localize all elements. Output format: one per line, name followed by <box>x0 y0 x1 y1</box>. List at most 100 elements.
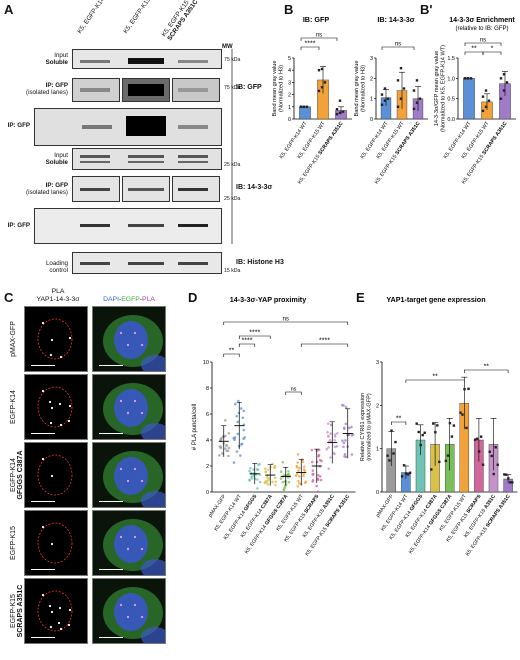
row-label-input2: Input Soluble <box>45 152 68 166</box>
sig-e3: ** <box>483 364 489 371</box>
data-point <box>400 475 404 478</box>
data-point <box>274 480 277 484</box>
data-point <box>344 422 348 426</box>
pla-punctum <box>67 623 71 627</box>
data-point <box>463 387 466 391</box>
data-point <box>406 473 410 476</box>
sig-bp2: * <box>491 46 494 53</box>
ib-gfp-label: IB: GFP <box>236 84 262 91</box>
chart-title: IB: 14-3-3σ <box>377 15 414 24</box>
data-point <box>266 483 270 486</box>
data-point <box>488 450 491 453</box>
row-label-ip1: IP: GFP <box>7 122 30 129</box>
data-point <box>335 444 339 448</box>
data-point <box>224 447 227 450</box>
data-point <box>347 426 351 430</box>
nucleus-dapi <box>114 457 148 495</box>
y-tick-label: 1 <box>370 97 373 103</box>
scale-bar <box>31 636 55 638</box>
data-point <box>452 424 456 427</box>
data-point <box>296 453 300 456</box>
y-axis-label-line: (Normalized to K5, EGFP-K14 WT) <box>441 45 447 132</box>
col-head-merge: DAPI-EGFP-PLA <box>103 296 155 303</box>
data-point <box>335 108 339 111</box>
pla-image <box>24 306 88 372</box>
data-point <box>423 431 426 434</box>
blot-bands <box>80 49 233 265</box>
data-point <box>404 472 408 475</box>
data-point <box>248 469 251 473</box>
bar <box>299 106 311 120</box>
row-label-line: EGFP-K14 <box>10 458 17 492</box>
pla-punctum <box>68 404 72 408</box>
data-point <box>484 89 488 92</box>
data-point <box>237 399 240 403</box>
data-point <box>341 439 344 442</box>
y-tick-label: 6 <box>206 412 209 418</box>
sig-bp1: ** <box>471 46 477 53</box>
data-point <box>388 459 391 462</box>
data-point <box>255 468 259 471</box>
data-point <box>233 436 237 439</box>
x-tick-label-part: A351C <box>483 493 497 510</box>
data-point <box>503 473 506 476</box>
x-tick-label-part: C387A <box>260 493 274 510</box>
pla-punctum <box>126 615 130 619</box>
scale-bar <box>99 636 123 638</box>
kda-75-1: 75 kDa <box>224 57 241 63</box>
data-point <box>350 453 354 456</box>
y-axis-label: Band mean gray value(Normalized to H3) <box>354 61 367 117</box>
sig-e2-line <box>405 379 465 383</box>
data-point <box>448 421 452 425</box>
chart-bprime: 14-3-3σ Enrichment (relative to IB: GFP) 0… <box>434 17 516 184</box>
data-point <box>223 419 227 422</box>
sig-d4-line <box>300 343 349 347</box>
panel-b-letter: B <box>284 2 294 17</box>
data-point <box>299 105 303 108</box>
data-point <box>219 438 223 441</box>
data-point <box>505 473 508 476</box>
data-point <box>438 460 441 464</box>
sig-d5-line <box>285 391 302 395</box>
chart-title: 14-3-3σ Enrichment <box>449 17 515 24</box>
data-point <box>390 429 393 432</box>
kda-75-2: 75 kDa <box>224 85 241 91</box>
data-point <box>240 442 244 446</box>
data-point <box>273 476 277 480</box>
scale-bar <box>99 364 123 366</box>
data-point <box>333 452 336 456</box>
pla-punctum <box>133 603 137 607</box>
sig-b3: ns <box>395 42 401 48</box>
data-point <box>295 465 299 469</box>
data-point <box>267 468 270 471</box>
data-point <box>250 475 253 478</box>
data-point <box>273 464 277 468</box>
y-tick-label: 1.5 <box>447 56 455 62</box>
scale-bar <box>31 500 55 502</box>
data-point <box>296 485 300 488</box>
data-point <box>392 452 395 455</box>
y-tick-label: 10 <box>203 360 209 366</box>
y-tick-label: 0.0 <box>447 117 455 123</box>
nucleus-dapi <box>141 355 165 371</box>
pla-punctum <box>126 411 130 415</box>
microscopy-row-label: EGFP-K14 GFGGS C387A <box>10 442 24 508</box>
nucleus-outline <box>37 454 73 496</box>
scale-bar <box>31 432 55 434</box>
data-point <box>386 454 389 457</box>
data-point <box>302 105 306 108</box>
data-point <box>417 430 420 434</box>
data-point <box>465 426 468 430</box>
pla-punctum <box>68 336 72 340</box>
ib-1433-label: IB: 14-3-3σ <box>236 184 273 191</box>
data-point <box>295 472 299 476</box>
pla-punctum <box>133 535 137 539</box>
data-point <box>297 479 300 483</box>
data-point <box>304 480 308 484</box>
data-point <box>502 73 506 76</box>
sig-b2: ns <box>316 33 322 39</box>
y-tick-label: 0 <box>376 490 379 496</box>
x-tick-label-part: C387A <box>425 493 439 510</box>
pla-punctum <box>41 457 45 461</box>
data-point <box>412 107 416 111</box>
